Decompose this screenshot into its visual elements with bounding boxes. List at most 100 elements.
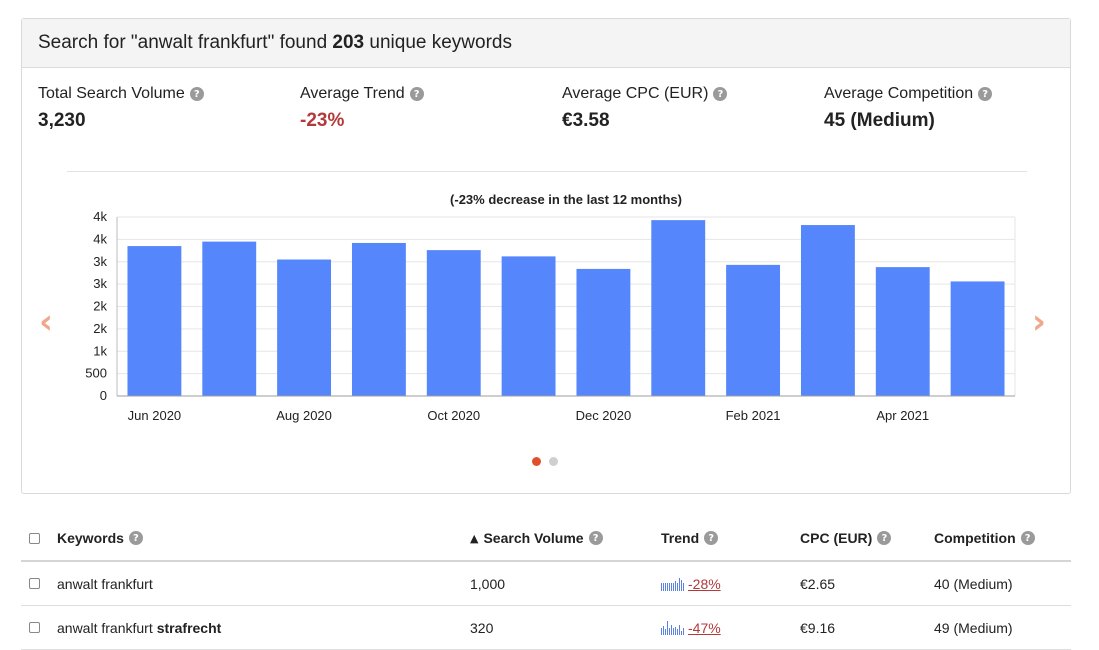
sparkline-bar: [677, 582, 678, 591]
help-icon[interactable]: ?: [978, 87, 993, 101]
sparkline-bar: [681, 630, 682, 635]
bar: [726, 264, 781, 396]
column-keywords[interactable]: Keywords?: [57, 516, 143, 560]
stat-total-volume: Total Search Volume? 3,230: [38, 85, 204, 132]
carousel-dots: [532, 457, 558, 466]
sparkline-bar: [661, 627, 662, 635]
table-row: anwalt frankfurt 1,000 -28% €2.65 40 (Me…: [21, 562, 1071, 606]
sparkline-bar: [681, 579, 682, 591]
help-icon[interactable]: ?: [128, 531, 143, 545]
help-icon[interactable]: ?: [713, 87, 728, 101]
sparkline-bar: [667, 582, 668, 591]
search-volume-chart: (-23% decrease in the last 12 months) 0 50…: [85, 192, 1016, 423]
column-competition[interactable]: Competition?: [934, 516, 1035, 560]
help-icon[interactable]: ?: [877, 531, 892, 545]
sort-ascending-icon: ▲: [470, 531, 479, 545]
y-tick-label: 1k: [93, 343, 107, 358]
bar: [426, 250, 481, 396]
cpc-cell: €2.65: [800, 575, 836, 592]
column-label: CPC (EUR): [800, 530, 873, 546]
keyword-text: anwalt frankfurt: [57, 575, 153, 592]
y-tick-label: 500: [85, 366, 107, 381]
stat-average-cpc: Average CPC (EUR)? €3.58: [562, 85, 728, 132]
carousel-dot[interactable]: [549, 457, 558, 466]
sparkline-bar: [665, 628, 666, 635]
column-trend[interactable]: Trend?: [661, 516, 719, 560]
bar: [202, 241, 257, 396]
help-icon[interactable]: ?: [704, 531, 719, 545]
sparkline-bar: [673, 582, 674, 591]
trend-link[interactable]: -47%: [688, 619, 721, 636]
help-icon[interactable]: ?: [1020, 531, 1035, 545]
sparkline-bar: [663, 625, 664, 635]
bar: [277, 259, 332, 396]
y-tick-label: 3k: [93, 276, 107, 291]
keyword-summary-panel: Search for "anwalt frankfurt" found 203 …: [21, 18, 1071, 494]
competition-cell: 49 (Medium): [934, 619, 1013, 636]
summary-header: Search for "anwalt frankfurt" found 203 …: [22, 19, 1070, 68]
header-suffix: unique keywords: [364, 32, 512, 53]
x-tick-label: Feb 2021: [726, 408, 781, 423]
select-all-checkbox[interactable]: [29, 532, 40, 544]
x-tick-label: Oct 2020: [427, 408, 480, 423]
y-tick-label: 4k: [93, 209, 107, 224]
stats-row: Total Search Volume? 3,230 Average Trend…: [38, 85, 1070, 145]
bar: [501, 256, 556, 396]
stat-value: -23%: [300, 110, 345, 131]
trend-link[interactable]: -28%: [688, 575, 721, 592]
row-checkbox[interactable]: [29, 622, 40, 633]
x-tick-label: Dec 2020: [576, 408, 632, 423]
sparkline-bar: [667, 620, 668, 635]
sparkline-bar: [677, 628, 678, 635]
divider: [67, 171, 1027, 172]
row-checkbox[interactable]: [29, 578, 40, 589]
bar: [875, 267, 930, 396]
column-cpc[interactable]: CPC (EUR)?: [800, 516, 892, 560]
trend-sparkline: [661, 577, 684, 591]
sparkline-bar: [679, 624, 680, 635]
sparkline-bar: [683, 582, 684, 591]
carousel-next-icon[interactable]: ›: [1032, 302, 1047, 342]
help-icon[interactable]: ?: [409, 87, 424, 101]
table-header-row: Keywords? ▲ Search Volume? Trend? CPC (EU…: [21, 516, 1071, 562]
column-label: Competition: [934, 530, 1016, 546]
help-icon[interactable]: ?: [588, 531, 603, 545]
table-row: anwalt frankfurt strafrecht 320 -47% €9.1…: [21, 606, 1071, 650]
help-icon[interactable]: ?: [189, 87, 204, 101]
bar: [351, 242, 406, 396]
stat-label: Average Trend: [300, 85, 405, 102]
bar: [651, 220, 706, 396]
carousel-prev-icon[interactable]: ‹: [39, 302, 54, 342]
y-tick-label: 0: [100, 388, 107, 403]
sparkline-bar: [671, 624, 672, 635]
y-tick-label: 3k: [93, 254, 107, 269]
keyword-cell: anwalt frankfurt strafrecht: [57, 606, 221, 649]
stat-value: €3.58: [562, 110, 610, 131]
keyword-cell: anwalt frankfurt: [57, 562, 157, 605]
keyword-text: anwalt frankfurt: [57, 619, 153, 636]
sparkline-bar: [663, 582, 664, 591]
bar: [576, 268, 631, 396]
sparkline-bar: [679, 577, 680, 591]
cpc-cell: €9.16: [800, 619, 836, 636]
y-tick-label: 4k: [93, 231, 107, 246]
keywords-table: Keywords? ▲ Search Volume? Trend? CPC (EU…: [21, 516, 1071, 650]
bar: [127, 246, 182, 396]
sparkline-bar: [665, 582, 666, 591]
sparkline-bar: [675, 580, 676, 591]
sparkline-bar: [671, 582, 672, 591]
header-prefix: Search for "anwalt frankfurt" found: [38, 32, 333, 53]
sparkline-bar: [669, 582, 670, 591]
sparkline-bar: [669, 627, 670, 635]
bar: [800, 225, 855, 396]
stat-label: Total Search Volume: [38, 85, 185, 102]
y-tick-label: 2k: [93, 321, 107, 336]
carousel-dot[interactable]: [532, 457, 541, 466]
stat-average-competition: Average Competition? 45 (Medium): [824, 85, 993, 132]
stat-average-trend: Average Trend? -23%: [300, 85, 424, 132]
column-label: Keywords: [57, 530, 124, 546]
x-tick-label: Apr 2021: [876, 408, 929, 423]
stat-value: 3,230: [38, 110, 86, 131]
trend-cell: -47%: [661, 606, 721, 649]
column-search-volume[interactable]: ▲ Search Volume?: [470, 516, 603, 560]
